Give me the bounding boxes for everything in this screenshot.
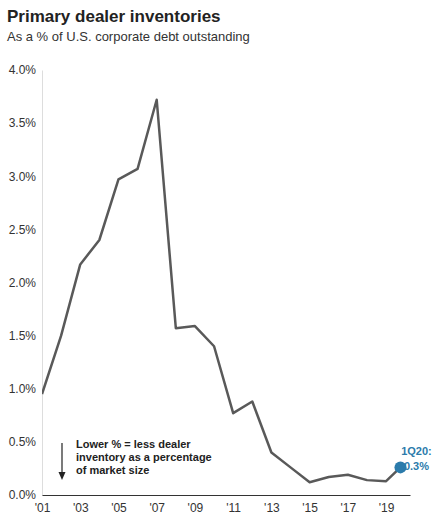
y-tick-label: 0.0% — [9, 488, 37, 502]
x-tick-label: '03 — [73, 501, 89, 515]
x-axis: '01 '03 '05 '07 '09 '11 '13 '15 '17 '19 — [35, 495, 411, 515]
x-tick: '03 — [73, 495, 89, 515]
x-tick: '07 — [149, 495, 165, 515]
y-tick-label: 0.5% — [9, 435, 37, 449]
y-tick: 2.5% — [9, 223, 42, 237]
x-tick-label: '09 — [188, 501, 204, 515]
y-tick: 0.5% — [9, 435, 42, 449]
x-tick: '11 — [226, 495, 241, 515]
y-tick: 1.0% — [9, 382, 42, 396]
x-tick-label: '11 — [226, 501, 241, 515]
y-axis-line — [42, 71, 43, 496]
x-tick-label: '17 — [341, 501, 357, 515]
y-tick-label: 1.0% — [9, 382, 37, 396]
y-tick: 4.0% — [9, 63, 42, 77]
y-tick-label: 2.5% — [9, 223, 37, 237]
x-tick: '09 — [188, 495, 204, 515]
y-tick: 2.0% — [9, 276, 42, 290]
y-tick-label: 4.0% — [9, 63, 37, 77]
x-tick: '05 — [111, 495, 127, 515]
x-tick: '01 — [35, 495, 51, 515]
arrow-shaft — [61, 443, 62, 475]
data-line — [42, 100, 400, 483]
y-tick-label: 3.0% — [9, 170, 37, 184]
note-text: of market size — [76, 464, 149, 476]
x-tick-label: '05 — [111, 501, 127, 515]
y-axis: 0.0% 0.5% 1.0% 1.5% 2.0% 2.5% 3.0% 3.5% 4.0% — [9, 63, 43, 502]
x-tick: '19 — [379, 495, 395, 515]
x-axis-line — [43, 495, 411, 496]
note-text: Lower % = less dealer — [76, 438, 191, 450]
y-tick-label: 3.5% — [9, 116, 37, 130]
x-tick-label: '13 — [264, 501, 280, 515]
x-tick: '15 — [302, 495, 318, 515]
y-tick-label: 2.0% — [9, 276, 37, 290]
arrow-head — [59, 472, 66, 480]
x-tick-label: '01 — [35, 501, 51, 515]
x-tick-label: '07 — [149, 501, 165, 515]
point-label: 0.3% — [404, 460, 429, 472]
y-tick: 3.0% — [9, 170, 42, 184]
y-tick: 3.5% — [9, 116, 42, 130]
title: Primary dealer inventories — [7, 7, 221, 26]
plot-area — [42, 100, 406, 483]
x-tick-label: '15 — [302, 501, 318, 515]
y-tick: 1.5% — [9, 329, 42, 343]
x-tick: '13 — [264, 495, 280, 515]
y-tick-label: 1.5% — [9, 329, 37, 343]
note-arrow — [59, 443, 66, 480]
subtitle: As a % of U.S. corporate debt outstandin… — [7, 29, 250, 44]
x-tick-label: '19 — [379, 501, 395, 515]
note-text: inventory as a percentage — [76, 451, 212, 463]
point-label: 1Q20: — [401, 445, 432, 457]
x-tick: '17 — [341, 495, 357, 515]
